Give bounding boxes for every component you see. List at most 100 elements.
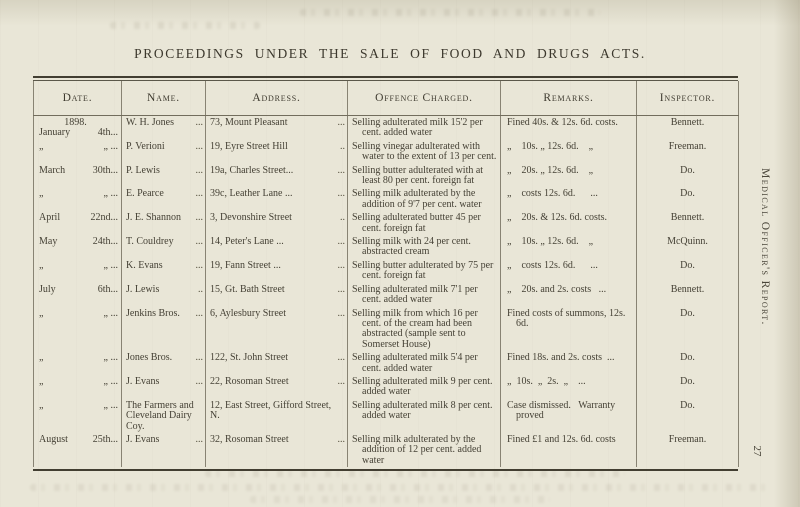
inspector-cell: Do. xyxy=(636,163,739,188)
remarks-cell: Fined 18s. and 2s. costs ... xyxy=(500,351,637,375)
date-day: „ ... xyxy=(103,259,118,271)
name-cell: K. Evans ... xyxy=(121,258,206,283)
remarks-text: „ 10s. „ 12s. 6d. „ xyxy=(507,140,594,152)
inspector-text: Freeman. xyxy=(668,433,707,445)
remarks-cell: „ 20s. „ 12s. 6d. „ xyxy=(500,163,637,188)
table-row: July 6th... J. Lewis .. 15, Gt. Bath Str… xyxy=(34,282,739,307)
leader-dots: ... xyxy=(337,164,346,176)
column-header-remarks: Remarks. xyxy=(500,81,637,116)
name-cell: The Farmers and Cleveland Dairy Coy. xyxy=(121,398,206,433)
bleed-through-smudge xyxy=(30,484,770,491)
remarks-cell: Fined 40s. & 12s. 6d. costs. xyxy=(500,115,637,140)
date-day: „ ... xyxy=(103,140,118,152)
date-month: January xyxy=(39,127,71,139)
name-cell: J. Lewis .. xyxy=(121,282,206,307)
table-row: „ „ ... K. Evans ... 19, Fann Street ...… xyxy=(34,258,739,283)
inspector-cell: Do. xyxy=(636,398,739,433)
column-header-offence: Offence Charged. xyxy=(347,81,501,116)
remarks-cell: „ 20s. and 2s. costs ... xyxy=(500,282,637,307)
remarks-text: Fined 18s. and 2s. costs ... xyxy=(507,352,615,364)
table-body: 1898. January 4th... W. H. Jones ... 73,… xyxy=(34,115,739,468)
address-text: 19, Fann Street ... xyxy=(210,259,281,271)
offence-cell: Selling butter adulterated with at least… xyxy=(347,163,501,188)
date-cell: May 24th... xyxy=(34,235,122,259)
inspector-text: Do. xyxy=(680,164,695,176)
date-day: 30th... xyxy=(92,164,118,176)
leader-dots: ... xyxy=(195,117,204,128)
name-text: P. Lewis xyxy=(126,164,160,176)
address-cell: 3, Devonshire Street .. xyxy=(205,211,348,236)
offence-cell: Selling adulterated milk 9 per cent. add… xyxy=(347,374,501,399)
leader-dots: ... xyxy=(337,236,346,248)
inspector-text: Bennett. xyxy=(670,117,705,128)
date-day: „ ... xyxy=(103,375,118,387)
leader-dots: .. xyxy=(198,283,203,295)
address-text: 19a, Charles Street... xyxy=(210,164,294,176)
page-edge-shadow xyxy=(774,0,800,507)
remarks-cell: „ costs 12s. 6d. ... xyxy=(500,258,637,283)
date-cell: August 25th... xyxy=(34,433,122,467)
bleed-through-smudge xyxy=(250,496,550,503)
offence-text: Selling adulterated butter 45 per cent. … xyxy=(352,212,481,234)
name-cell: W. H. Jones ... xyxy=(121,115,206,140)
table-row: August 25th... J. Evans ... 32, Rosoman … xyxy=(34,432,739,468)
table-header-row: Date. Name. Address. Offence Charged. Re… xyxy=(33,81,739,116)
inspector-text: Bennett. xyxy=(670,283,705,295)
table-row: „ „ ... J. Evans ... 22, Rosoman Street … xyxy=(34,374,739,399)
address-text: 6, Aylesbury Street xyxy=(210,307,287,319)
date-month: „ xyxy=(39,307,44,319)
inspector-cell: Do. xyxy=(636,351,739,375)
address-text: 22, Rosoman Street xyxy=(210,375,289,387)
name-text: P. Verioni xyxy=(126,140,165,152)
remarks-text: „ costs 12s. 6d. ... xyxy=(507,188,598,200)
date-day: „ ... xyxy=(103,399,118,411)
leader-dots: ... xyxy=(337,117,346,128)
name-text: J. Evans xyxy=(126,433,160,445)
remarks-cell: Fined £1 and 12s. 6d. costs xyxy=(500,432,637,468)
bottom-rule-heavy xyxy=(33,469,738,472)
leader-dots: ... xyxy=(337,259,346,271)
date-cell: April 22nd... xyxy=(34,211,122,235)
inspector-cell: Freeman. xyxy=(636,432,739,468)
address-cell: 39c, Leather Lane ... ... xyxy=(205,187,348,212)
table-row: „ „ ... Jones Bros. ... 122, St. John St… xyxy=(34,351,739,375)
date-month: „ xyxy=(39,140,44,152)
date-day: 24th... xyxy=(92,236,118,248)
leader-dots: .. xyxy=(340,140,345,152)
remarks-text: Fined costs of summons, 12s. 6d. xyxy=(507,307,628,329)
date-month: „ xyxy=(39,259,44,271)
remarks-text: Fined £1 and 12s. 6d. costs xyxy=(507,433,616,445)
top-rule-light xyxy=(33,80,738,81)
table-row: April 22nd... J. E. Shannon ... 3, Devon… xyxy=(34,211,739,236)
inspector-cell: Bennett. xyxy=(636,211,739,236)
inspector-text: Bennett. xyxy=(670,212,705,224)
name-cell: Jones Bros. ... xyxy=(121,351,206,375)
inspector-cell: McQuinn. xyxy=(636,235,739,259)
inspector-cell: Do. xyxy=(636,374,739,399)
date-month: „ xyxy=(39,352,44,364)
date-day: „ ... xyxy=(103,307,118,319)
offence-text: Selling adulterated milk 15'2 per cent. … xyxy=(352,117,483,139)
offence-text: Selling milk adulterated by the addition… xyxy=(352,188,482,210)
inspector-cell: Do. xyxy=(636,187,739,212)
remarks-text: „ 20s. and 2s. costs ... xyxy=(507,283,607,295)
leader-dots: ... xyxy=(195,212,204,224)
offence-text: Selling adulterated milk 8 per cent. add… xyxy=(352,399,493,422)
inspector-cell: Bennett. xyxy=(636,115,739,140)
name-text: J. Lewis xyxy=(126,283,160,295)
column-header-inspector: Inspector. xyxy=(636,81,739,116)
name-cell: P. Verioni ... xyxy=(121,139,206,164)
address-cell: 19, Eyre Street Hill .. xyxy=(205,139,348,164)
inspector-text: Do. xyxy=(680,188,695,200)
name-text: J. E. Shannon xyxy=(126,212,181,224)
date-day: „ ... xyxy=(103,188,118,200)
date-month: „ xyxy=(39,399,44,411)
offence-cell: Selling adulterated butter 45 per cent. … xyxy=(347,211,501,236)
address-cell: 32, Rosoman Street ... xyxy=(205,432,348,468)
leader-dots: ... xyxy=(195,236,204,248)
name-text: Jenkins Bros. xyxy=(126,307,180,319)
remarks-text: Fined 40s. & 12s. 6d. costs. xyxy=(507,117,618,128)
date-cell: „ „ ... xyxy=(34,307,122,352)
remarks-cell: Fined costs of summons, 12s. 6d. xyxy=(500,306,637,352)
